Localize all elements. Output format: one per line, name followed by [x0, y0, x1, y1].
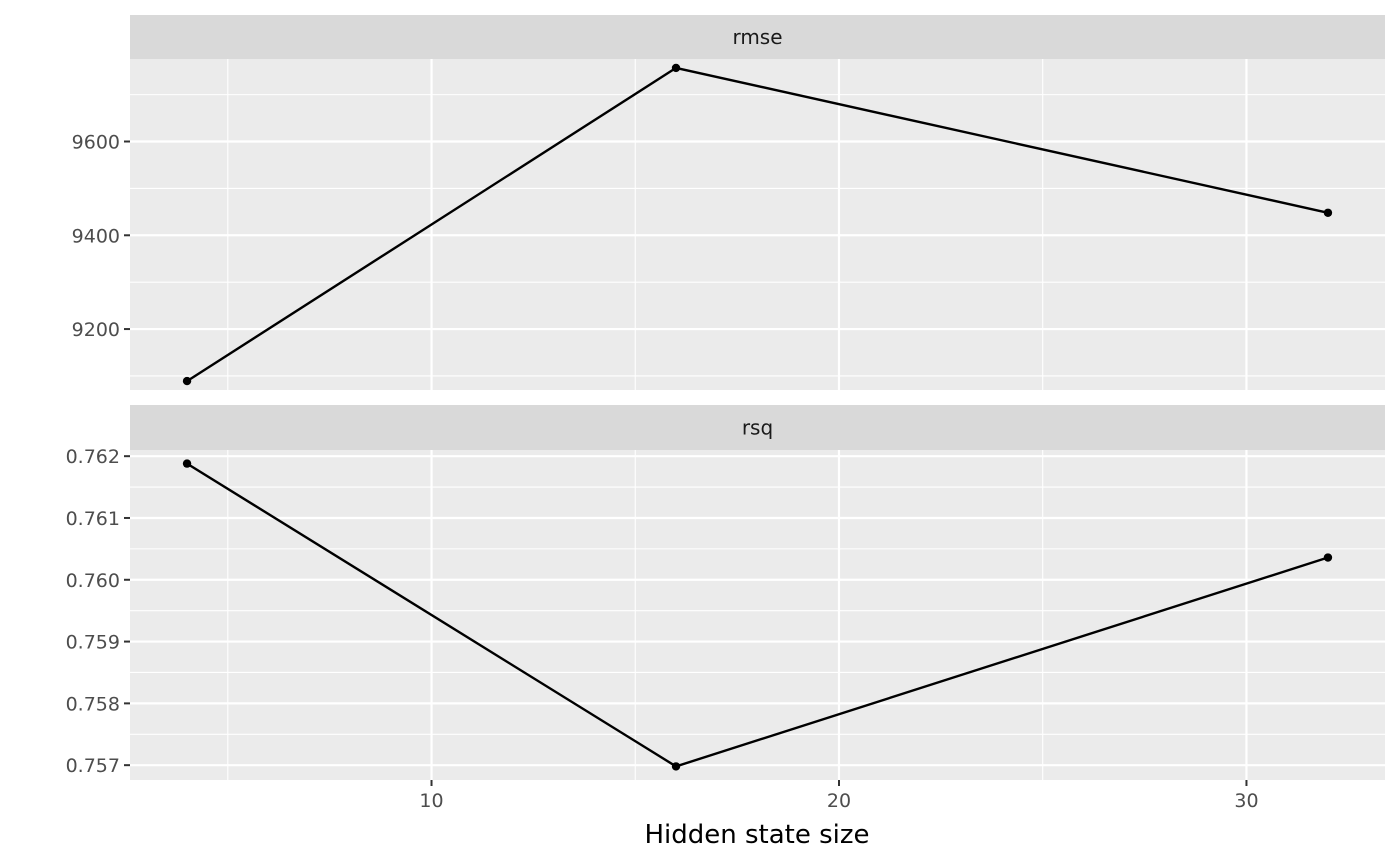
- data-point: [182, 459, 192, 468]
- facet-strip-label: rmse: [732, 25, 782, 49]
- x-tick-label: 30: [1234, 790, 1258, 812]
- panel-background: [130, 59, 1385, 390]
- y-tick-label: 0.759: [66, 632, 120, 654]
- data-point: [671, 63, 681, 73]
- facet-strip: [130, 405, 1385, 450]
- data-point: [1323, 553, 1333, 562]
- y-tick-label: 0.760: [66, 570, 120, 592]
- y-tick-label: 0.762: [66, 446, 120, 468]
- x-tick-label: 10: [419, 790, 443, 812]
- data-point: [1323, 208, 1333, 217]
- y-tick-label: 0.757: [66, 755, 120, 777]
- data-point: [182, 376, 192, 386]
- facet-panels: rmse 9200 9400 9600 rsq 0.757 0.758 0.759 0.760 0…: [66, 15, 1385, 780]
- y-tick-label: 9400: [72, 225, 120, 247]
- panel-background: [130, 450, 1385, 780]
- y-tick-label: 9600: [72, 132, 120, 154]
- x-axis-title: Hidden state size: [644, 820, 869, 850]
- facet-strip: [130, 15, 1385, 59]
- x-axis: 10 20 30: [419, 780, 1259, 812]
- facet-strip-label: rsq: [742, 416, 773, 440]
- data-point: [671, 762, 681, 771]
- y-tick-label: 0.761: [66, 508, 120, 530]
- facet-rsq: rsq 0.757 0.758 0.759 0.760 0.761 0.762: [66, 405, 1385, 780]
- y-tick-label: 0.758: [66, 693, 120, 715]
- x-tick-label: 20: [827, 790, 851, 812]
- facet-rmse: rmse 9200 9400 9600: [72, 15, 1385, 390]
- y-tick-label: 9200: [72, 319, 120, 341]
